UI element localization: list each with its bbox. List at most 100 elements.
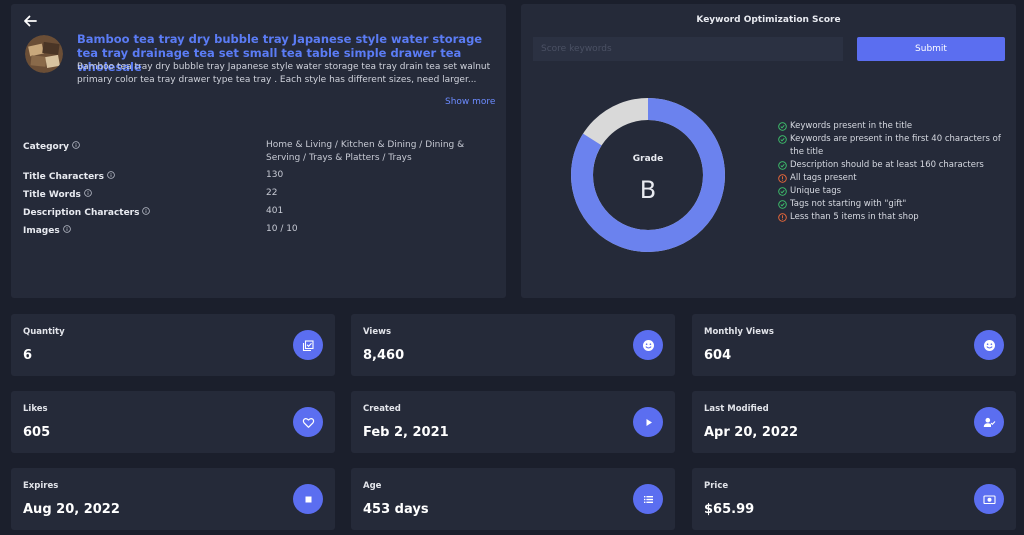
stat-card-likes: Likes 605 (11, 391, 335, 453)
product-description: Bamboo tea tray dry bubble tray Japanese… (77, 62, 491, 85)
meta-label-text: Title Words (23, 190, 81, 200)
stat-icon-badge (974, 330, 1004, 360)
meta-label: Title Characters (23, 171, 115, 182)
grade-label: Grade (633, 154, 663, 164)
stat-icon-badge (293, 407, 323, 437)
check-item: Less than 5 items in that shop (777, 211, 1012, 224)
play-icon (646, 418, 652, 426)
submit-button[interactable]: Submit (857, 37, 1005, 61)
stat-value: 605 (23, 425, 51, 440)
check-item: Description should be at least 160 chara… (777, 159, 1012, 172)
stat-value: 6 (23, 348, 33, 363)
stat-value: 604 (704, 348, 732, 363)
score-keywords-input[interactable] (533, 37, 843, 61)
stat-label: Created (363, 404, 401, 414)
show-more-link[interactable]: Show more (445, 97, 496, 107)
check-circle-icon (778, 161, 787, 170)
meta-label-text: Images (23, 226, 60, 236)
check-item-text: Keywords present in the title (790, 121, 913, 131)
meta-value: Home & Living / Kitchen & Dining / Dinin… (266, 140, 465, 163)
stat-label: Views (363, 327, 392, 337)
meta-label-text: Title Characters (23, 172, 104, 182)
donut-score-arc (571, 98, 725, 252)
check-item: Keywords are present in the first 40 cha… (777, 133, 1012, 159)
info-icon[interactable] (84, 189, 92, 197)
stat-value: Apr 20, 2022 (704, 425, 799, 440)
stop-icon (305, 496, 311, 502)
stat-value: 8,460 (363, 348, 405, 363)
meta-label-text: Description Characters (23, 208, 140, 218)
alert-circle-icon (778, 174, 787, 183)
stat-icon-badge (974, 407, 1004, 437)
stat-value: $65.99 (704, 502, 755, 517)
stat-label: Price (704, 481, 729, 491)
stat-card-quantity: Quantity 6 (11, 314, 335, 376)
check-item: Keywords present in the title (777, 120, 1012, 133)
stat-label: Quantity (23, 327, 65, 337)
meta-value: 401 (266, 206, 284, 216)
info-icon[interactable] (142, 207, 151, 215)
back-arrow-icon[interactable] (21, 12, 39, 30)
meta-label: Description Characters (23, 207, 151, 218)
smiley-icon (642, 339, 654, 351)
product-title[interactable]: Bamboo tea tray dry bubble tray Japanese… (77, 32, 483, 74)
check-item-text: Less than 5 items in that shop (790, 212, 919, 222)
stat-value: 453 days (363, 502, 429, 517)
info-icon[interactable] (62, 225, 71, 233)
stat-card-created: Created Feb 2, 2021 (351, 391, 675, 453)
check-item-text: Description should be at least 160 chara… (790, 160, 984, 170)
stat-card-views: Views 8,460 (351, 314, 675, 376)
stat-icon-badge (293, 330, 323, 360)
meta-label-text: Category (23, 142, 70, 152)
stat-icon-badge (633, 330, 663, 360)
list-icon (643, 495, 653, 503)
product-panel: Bamboo tea tray dry bubble tray Japanese… (11, 4, 506, 298)
meta-label: Category (23, 141, 80, 152)
check-circle-icon (778, 135, 787, 144)
check-item: Tags not starting with "gift" (777, 198, 1012, 211)
check-circle-icon (778, 122, 787, 131)
info-icon[interactable] (107, 171, 115, 179)
meta-value: 10 / 10 (266, 224, 298, 234)
money-icon (982, 494, 996, 504)
stat-value: Feb 2, 2021 (363, 425, 449, 440)
stat-label: Expires (23, 481, 59, 491)
check-item-text: All tags present (790, 173, 857, 183)
stat-label: Last Modified (704, 404, 769, 414)
keyword-panel-title: Keyword Optimization Score (696, 15, 841, 25)
user-check-icon (983, 417, 995, 427)
stat-value: Aug 20, 2022 (23, 502, 120, 517)
heart-icon (302, 417, 314, 428)
info-icon[interactable] (72, 141, 80, 149)
stat-icon-badge (633, 407, 663, 437)
meta-value: 22 (266, 188, 278, 198)
check-item-text: Keywords are present in the first 40 cha… (790, 134, 1001, 157)
stat-label: Age (363, 481, 382, 491)
stat-card-last-modified: Last Modified Apr 20, 2022 (692, 391, 1016, 453)
stat-label: Likes (23, 404, 48, 414)
smiley-icon (983, 339, 995, 351)
meta-label: Images (23, 225, 71, 236)
check-item: Unique tags (777, 185, 1012, 198)
meta-label: Title Words (23, 189, 92, 200)
optimization-checklist: Keywords present in the title Keywords ar… (777, 120, 1012, 224)
check-item-text: Unique tags (790, 186, 842, 196)
library-add-check-icon (302, 339, 314, 351)
meta-value: 130 (266, 170, 284, 180)
check-circle-icon (778, 187, 787, 196)
stat-card-age: Age 453 days (351, 468, 675, 530)
grade-donut-chart: Grade B (571, 98, 725, 252)
keyword-panel: Keyword Optimization Score Submit Grade … (521, 4, 1016, 298)
alert-circle-icon (778, 213, 787, 222)
stat-card-monthly-views: Monthly Views 604 (692, 314, 1016, 376)
stat-icon-badge (974, 484, 1004, 514)
stat-icon-badge (633, 484, 663, 514)
check-item: All tags present (777, 172, 1012, 185)
product-thumbnail[interactable] (25, 35, 63, 73)
stat-label: Monthly Views (704, 327, 774, 337)
stat-icon-badge (293, 484, 323, 514)
check-circle-icon (778, 200, 787, 209)
grade-value: B (640, 176, 656, 204)
check-item-text: Tags not starting with "gift" (790, 199, 907, 209)
stat-card-expires: Expires Aug 20, 2022 (11, 468, 335, 530)
